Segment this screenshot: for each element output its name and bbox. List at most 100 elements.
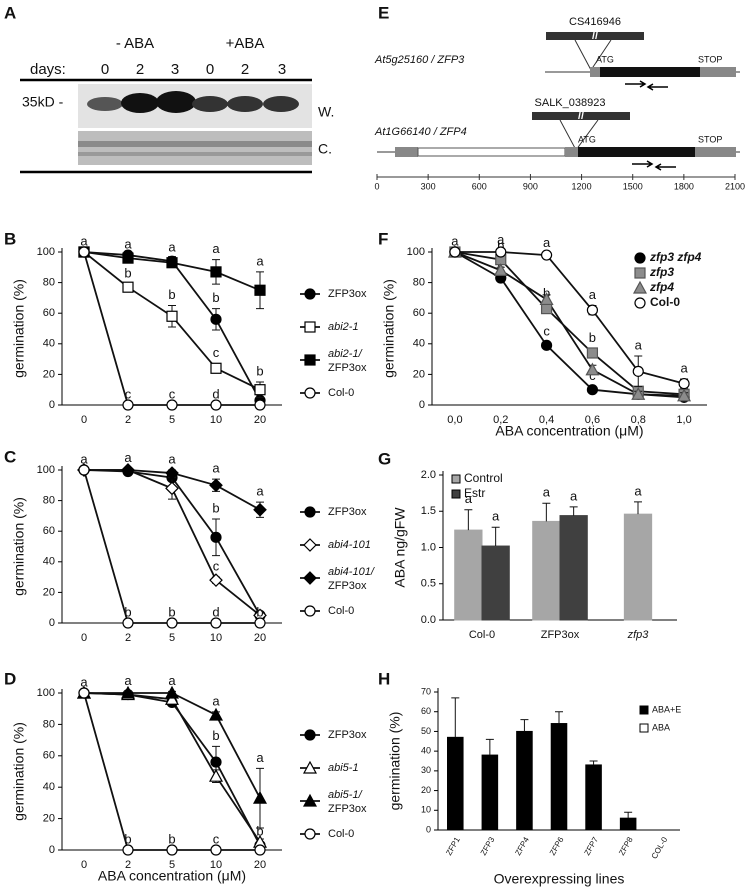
intron xyxy=(417,147,566,157)
legend-label: Estr xyxy=(464,486,485,500)
y-tick-label: 100 xyxy=(37,687,55,699)
y-tick-label: 80 xyxy=(43,718,55,730)
utr xyxy=(395,147,418,157)
legend-swatch xyxy=(639,723,649,733)
significance-letter: b xyxy=(212,728,219,743)
significance-letter: c xyxy=(543,324,550,339)
significance-letter: b xyxy=(124,604,131,619)
x-tick-label: ZFP7 xyxy=(583,835,601,857)
marker xyxy=(254,617,266,629)
blot xyxy=(78,131,312,165)
significance-letter: a xyxy=(212,241,220,256)
marker xyxy=(164,692,180,705)
marker xyxy=(539,292,554,306)
marker xyxy=(210,266,222,278)
legend-label: zfp3 zfp4 xyxy=(649,250,702,264)
marker xyxy=(166,844,178,856)
bar xyxy=(447,736,464,831)
utr xyxy=(590,67,600,77)
y-tick-label: 100 xyxy=(407,246,425,258)
x-tick-label: 10 xyxy=(210,859,222,871)
significance-letter: b xyxy=(168,604,175,619)
insertion-box xyxy=(546,32,644,40)
series-line xyxy=(83,692,260,851)
x-tick-label: 0 xyxy=(81,414,87,426)
marker xyxy=(78,246,90,258)
significance-letter: b xyxy=(124,831,131,846)
condition-label: +ABA xyxy=(226,35,265,52)
significance-letter: a xyxy=(80,674,88,689)
series-line xyxy=(83,692,261,843)
significance-letter: c xyxy=(169,386,176,401)
significance-letter: a xyxy=(212,461,220,476)
day: 0 xyxy=(206,61,214,78)
legend-swatch xyxy=(451,489,461,499)
marker xyxy=(122,844,134,856)
scale-label: 2100 xyxy=(725,181,745,191)
insertion-name: SALK_038923 xyxy=(535,97,606,109)
x-tick-label: ZFP3ox xyxy=(541,629,580,641)
x-tick-label: 0,2 xyxy=(493,414,508,426)
marker xyxy=(303,571,317,585)
legend-label: abi2-1/ZFP3ox xyxy=(328,348,367,374)
marker xyxy=(252,790,268,804)
scale-label: 300 xyxy=(421,181,436,191)
x-tick-label: ZFP1 xyxy=(444,835,462,857)
legend-label: abi4-101/ZFP3ox xyxy=(328,566,375,592)
legend-label: Col-0 xyxy=(328,828,354,840)
y-tick-label: 60 xyxy=(421,706,431,716)
error-bar xyxy=(589,760,598,765)
marker xyxy=(253,502,267,517)
legend-label: abi5-1 xyxy=(328,762,359,774)
error-bar xyxy=(491,526,500,547)
marker xyxy=(493,263,508,276)
panel-label: D xyxy=(4,669,16,688)
x-tick-label: Col-0 xyxy=(469,629,495,641)
marker xyxy=(585,362,600,376)
marker xyxy=(208,768,224,782)
marker xyxy=(78,687,90,699)
y-tick-label: 60 xyxy=(43,307,55,319)
legend-label: abi2-1 xyxy=(328,321,359,333)
band xyxy=(156,91,196,113)
marker xyxy=(209,478,223,493)
marker xyxy=(304,729,316,741)
significance-letter: b xyxy=(168,287,175,302)
marker xyxy=(304,828,316,840)
significance-letter: b xyxy=(256,824,263,839)
primers xyxy=(632,160,676,171)
y-tick-label: 100 xyxy=(37,464,55,476)
row-label: W. xyxy=(318,104,334,120)
x-tick-label: 0,6 xyxy=(585,414,600,426)
marker xyxy=(302,793,318,807)
marker xyxy=(210,313,222,325)
legend-label: Col-0 xyxy=(328,605,354,617)
marker xyxy=(631,387,646,400)
series-line xyxy=(454,251,685,396)
significance-letter: a xyxy=(465,491,473,506)
size-marker: 35kD - xyxy=(22,94,64,110)
y-tick-label: 0.5 xyxy=(421,578,436,590)
error-bar xyxy=(485,738,494,756)
marker xyxy=(304,387,316,399)
band xyxy=(263,96,299,112)
y-tick-label: 40 xyxy=(43,781,55,793)
start-codon: ATG xyxy=(596,54,614,64)
legend-label: ZFP3ox xyxy=(328,288,367,300)
significance-letter: b xyxy=(124,266,131,281)
significance-letter: a xyxy=(635,337,643,352)
x-tick-label: 20 xyxy=(254,859,266,871)
y-tick-label: 80 xyxy=(43,495,55,507)
day: 2 xyxy=(241,61,249,78)
day: 2 xyxy=(136,61,144,78)
x-tick-label: ZFP4 xyxy=(513,835,531,857)
significance-letter: a xyxy=(124,236,132,251)
marker xyxy=(122,252,134,264)
marker xyxy=(634,252,646,264)
x-tick-label: COL-0 xyxy=(650,835,670,860)
y-tick-label: 30 xyxy=(421,765,431,775)
significance-letter: a xyxy=(124,450,132,465)
marker xyxy=(210,362,222,374)
legend-label: abi4-101 xyxy=(328,539,371,551)
series-line xyxy=(454,251,685,385)
